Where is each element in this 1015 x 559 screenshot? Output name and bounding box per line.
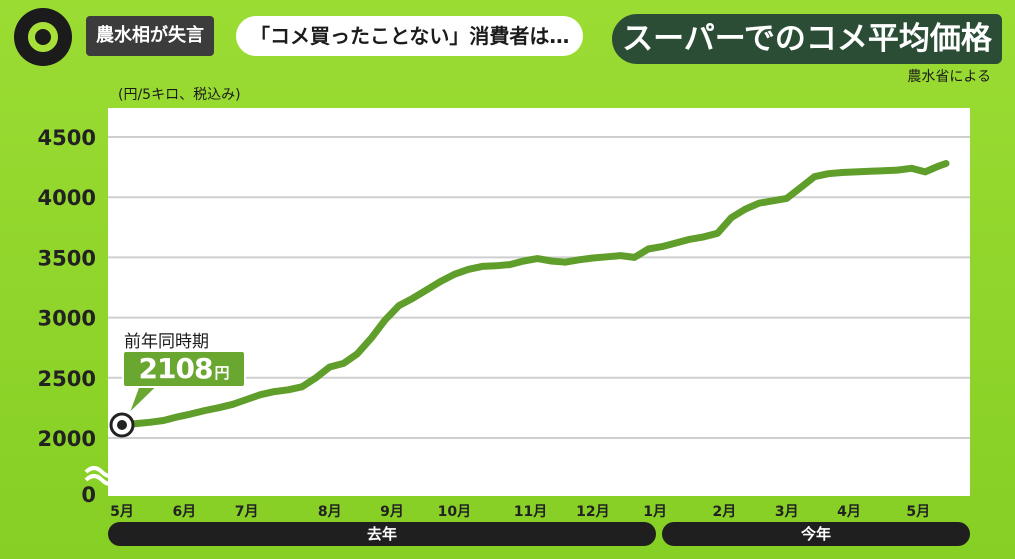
y-tick-label: 0	[81, 483, 96, 507]
callout-unit: 円	[214, 364, 230, 382]
period-last-year: 去年	[108, 522, 656, 546]
series-line	[118, 160, 950, 429]
source-note: 農水省による	[907, 69, 991, 85]
y-tick-label: 3000	[38, 307, 96, 331]
x-tick-label: 6月	[172, 504, 196, 520]
x-tick-label: 3月	[775, 504, 799, 520]
x-tick-label: 12月	[576, 504, 609, 520]
x-axis-ticks: 5月 6月 7月 8月 9月 10月 11月 12月 1月 2月 3月 4月 5月	[110, 504, 930, 520]
headline-caption: 「コメ買ったことない」消費者は…	[236, 16, 584, 56]
callout-label: 前年同時期	[124, 332, 209, 352]
y-tick-label: 2500	[38, 367, 96, 391]
x-tick-label: 8月	[318, 504, 342, 520]
period-this-year: 今年	[662, 522, 970, 546]
topic-tag: 農水相が失言	[86, 16, 214, 56]
start-point-inner	[117, 419, 127, 430]
y-tick-label: 4500	[38, 126, 96, 150]
y-axis-unit-label: (円/5キロ、税込み)	[118, 87, 241, 103]
y-axis-ticks: 4500 4000 3500 3000 2500 2000 0	[38, 126, 96, 507]
axis-break-stroke	[84, 466, 120, 478]
y-tick-label: 3500	[38, 246, 96, 270]
x-tick-label: 5月	[110, 504, 134, 520]
x-tick-label: 4月	[837, 504, 861, 520]
callout-value-box: 2108 円	[122, 350, 246, 388]
x-tick-label: 10月	[438, 504, 471, 520]
x-tick-label: 7月	[235, 504, 259, 520]
y-tick-label: 4000	[38, 186, 96, 210]
x-tick-label: 5月	[906, 504, 930, 520]
axis-break-stroke	[84, 474, 120, 486]
x-tick-label: 1月	[643, 504, 667, 520]
broadcaster-logo	[14, 8, 72, 66]
y-tick-label: 2000	[38, 427, 96, 451]
x-tick-label: 11月	[514, 504, 547, 520]
chart-title: スーパーでのコメ平均価格	[612, 14, 1002, 64]
x-tick-label: 9月	[380, 504, 404, 520]
x-tick-label: 2月	[713, 504, 737, 520]
y-axis-break-icon	[84, 466, 120, 486]
callout-value: 2108	[138, 352, 214, 385]
